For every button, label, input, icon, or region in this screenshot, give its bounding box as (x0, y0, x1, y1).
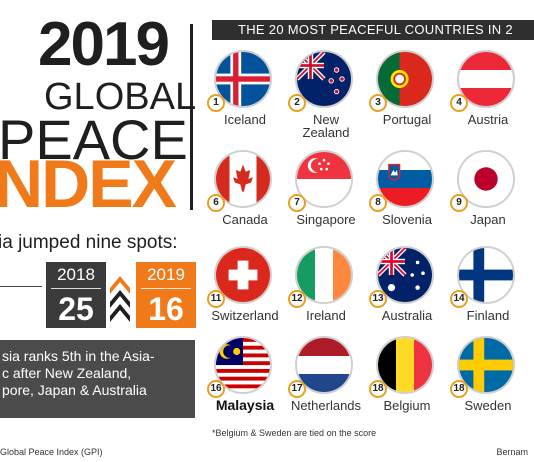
up-chevrons-icon (110, 276, 130, 322)
country-name: Australia (381, 308, 433, 323)
title-peace: PEACE (0, 108, 188, 171)
australia-flag-icon (376, 246, 434, 304)
country-name: Finland (466, 308, 510, 323)
rank-badge: 8 (369, 194, 387, 212)
finland-flag-icon (457, 246, 515, 304)
country-card-switzerland: 11 Switzerland (207, 246, 287, 344)
country-name: Canada (222, 212, 268, 227)
country-card-australia: 13 Australia (369, 246, 449, 344)
rank-badge: 12 (288, 290, 306, 308)
rank-badge: 14 (450, 290, 468, 308)
country-name: Japan (470, 212, 506, 227)
title-global: GLOBAL (44, 76, 197, 118)
rank-badge: 4 (450, 94, 468, 112)
country-card-slovenia: 8 Slovenia (369, 150, 449, 248)
country-card-austria: 4 Austria (450, 50, 530, 148)
rank-badge: 9 (450, 194, 468, 212)
title-divider (190, 24, 193, 210)
jump-line (0, 286, 42, 287)
rank-badge: 18 (450, 380, 468, 398)
singapore-flag-icon (295, 150, 353, 208)
rank-2018-box: 2018 25 (46, 262, 106, 328)
country-card-new-zealand: 2 New Zealand (288, 50, 368, 148)
portugal-flag-icon (376, 50, 434, 108)
country-name: Belgium (383, 398, 431, 413)
rank-badge: 6 (207, 194, 225, 212)
rank-2018-value: 25 (51, 288, 101, 327)
sweden-flag-icon (457, 336, 515, 394)
rank-badge: 13 (369, 290, 387, 308)
country-card-iceland: 1 Iceland (207, 50, 287, 148)
country-card-portugal: 3 Portugal (369, 50, 449, 148)
canada-flag-icon (214, 150, 272, 208)
slovenia-flag-icon (376, 150, 434, 208)
rank-badge: 1 (207, 94, 225, 112)
country-name-text: New Zealand (302, 112, 350, 140)
country-name: Austria (467, 112, 509, 127)
country-name: Malaysia (215, 397, 275, 413)
title-year: 2019 (38, 10, 170, 79)
tie-footnote: *Belgium & Sweden are tied on the score (212, 428, 377, 438)
title-index: NDEX (0, 146, 177, 222)
switzerland-flag-icon (214, 246, 272, 304)
country-card-singapore: 7 Singapore (288, 150, 368, 248)
iceland-flag-icon (214, 50, 272, 108)
rank-2019-box: 2019 16 (136, 262, 196, 328)
country-name: Netherlands (290, 398, 362, 413)
country-card-netherlands: 17 Netherlands (288, 336, 368, 434)
country-name: Ireland (306, 308, 346, 323)
country-name: Iceland (224, 112, 266, 127)
country-name: Sweden (464, 398, 512, 413)
belgium-flag-icon (376, 336, 434, 394)
credit: Bernam (496, 447, 528, 457)
source-note: Global Peace Index (GPI) (0, 447, 103, 457)
country-card-belgium: 18 Belgium (369, 336, 449, 434)
country-card-ireland: 12 Ireland (288, 246, 368, 344)
country-card-canada: 6 Canada (207, 150, 287, 248)
japan-flag-icon (457, 150, 515, 208)
rank-badge: 18 (369, 380, 387, 398)
new-zealand-flag-icon (295, 50, 353, 108)
section-header: THE 20 MOST PEACEFUL COUNTRIES IN 2 (212, 20, 534, 40)
country-name: Slovenia (382, 212, 432, 227)
ireland-flag-icon (295, 246, 353, 304)
country-card-japan: 9 Japan (450, 150, 530, 248)
country-name: Switzerland (211, 308, 279, 323)
rank-2019-value: 16 (141, 288, 191, 327)
rank-badge: 2 (288, 94, 306, 112)
austria-flag-icon (457, 50, 515, 108)
rank-2018-year: 2018 (57, 265, 95, 284)
netherlands-flag-icon (295, 336, 353, 394)
country-card-sweden: 18 Sweden (450, 336, 530, 434)
rank-badge: 17 (288, 380, 306, 398)
country-name: New Zealand (272, 113, 380, 139)
country-card-malaysia: 16 Malaysia (207, 336, 287, 434)
asia-note-box: sia ranks 5th in the Asia- c after New Z… (0, 340, 195, 418)
country-name: Singapore (296, 212, 356, 227)
rank-badge: 3 (369, 94, 387, 112)
asia-note-line2: c after New Zealand, (2, 365, 132, 381)
rank-badge: 16 (207, 380, 225, 398)
asia-note-line3: pore, Japan & Australia (2, 382, 147, 398)
asia-note-line1: sia ranks 5th in the Asia- (2, 348, 155, 364)
rank-2019-year: 2019 (147, 265, 185, 284)
jump-heading: ia jumped nine spots: (0, 232, 178, 253)
country-name: Portugal (382, 112, 432, 127)
country-card-finland: 14 Finland (450, 246, 530, 344)
rank-badge: 11 (207, 290, 225, 308)
rank-badge: 7 (288, 194, 306, 212)
